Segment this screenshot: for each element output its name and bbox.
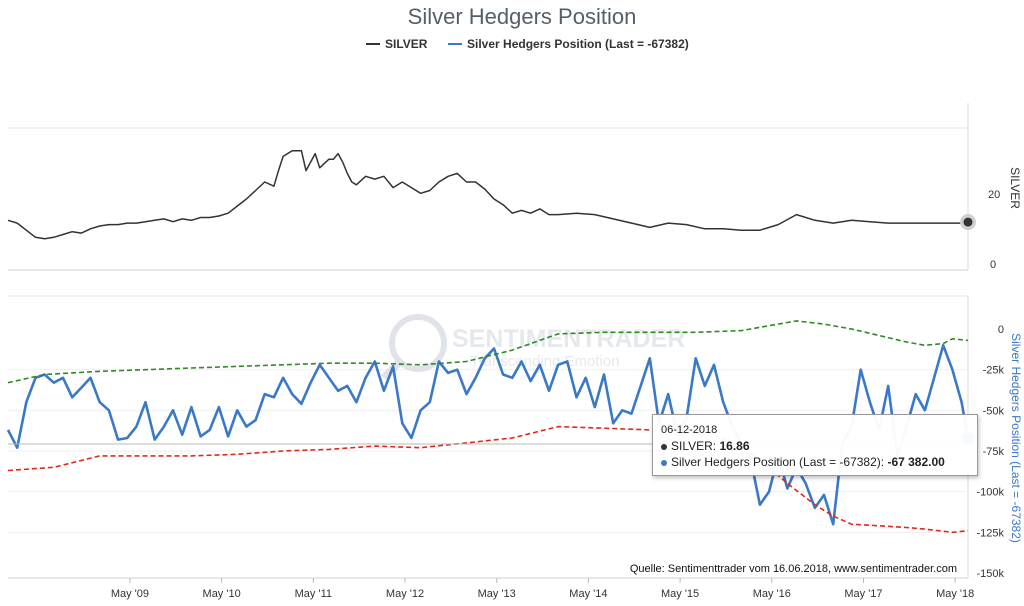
tooltip: 06-12-2018 SILVER: 16.86 Silver Hedgers …: [652, 414, 978, 476]
y-tick-bottom: -25k: [983, 365, 1005, 377]
legend-item-hedgers[interactable]: Silver Hedgers Position (Last = -67382): [448, 37, 689, 51]
watermark-tagline: Transcending Emotion: [470, 353, 620, 370]
x-tick-label: May '09: [111, 588, 149, 600]
tooltip-silver-value: 16.86: [719, 439, 750, 453]
bottom-panel-y-ticks: 0 -25k -50k -75k -100k -125k -150k: [976, 324, 1004, 580]
tooltip-hedgers-label: Silver Hedgers Position (Last = -67382):: [671, 455, 885, 469]
silver-last-point: [963, 217, 973, 227]
watermark-magnifier-icon: [389, 314, 447, 372]
y-tick-top-0: 0: [990, 259, 996, 271]
y-tick-bottom: -75k: [983, 446, 1005, 458]
y-tick-bottom: 0: [998, 324, 1004, 336]
y-tick-bottom: -100k: [976, 487, 1004, 499]
legend-item-silver[interactable]: SILVER: [366, 37, 428, 51]
tooltip-dot-silver: [661, 443, 667, 450]
tooltip-row-hedgers: Silver Hedgers Position (Last = -67382):…: [661, 454, 969, 470]
y-tick-bottom: -125k: [976, 527, 1004, 539]
watermark: SENTIMENTRADER Transcending Emotion: [381, 314, 685, 381]
tooltip-row-silver: SILVER: 16.86: [661, 438, 969, 454]
source-note: Quelle: Sentimenttrader vom 16.06.2018, …: [630, 563, 957, 575]
x-tick-label: May '16: [753, 588, 791, 600]
x-tick-label: May '14: [569, 588, 607, 600]
y-tick-bottom: -150k: [976, 568, 1004, 580]
y-tick-top-20: 20: [988, 189, 1000, 201]
top-panel-series: [7, 149, 976, 240]
series-line-silver-hedgers-position: [6, 344, 970, 526]
x-tick-label: May '11: [295, 588, 332, 600]
x-tick-label: May '10: [203, 588, 241, 600]
legend[interactable]: SILVER Silver Hedgers Position (Last = -…: [366, 37, 689, 51]
chart-title: Silver Hedgers Position: [408, 4, 637, 29]
x-tick-label: May '18: [936, 588, 974, 600]
tooltip-date: 06-12-2018: [661, 424, 718, 436]
x-tick-label: May '17: [844, 588, 882, 600]
x-tick-label: May '13: [478, 588, 516, 600]
series-line-upper-band: [7, 320, 969, 384]
x-axis-ticks: May '09 May '10 May '11 May '12 May '13 May '…: [111, 578, 974, 600]
y-axis-title-hedgers: Silver Hedgers Position (Last = -67382): [1009, 333, 1023, 543]
legend-label-hedgers: Silver Hedgers Position (Last = -67382): [467, 37, 689, 51]
tooltip-hedgers-value: -67 382.00: [887, 455, 945, 469]
x-tick-label: May '15: [661, 588, 699, 600]
series-line-lower-band: [7, 425, 969, 534]
watermark-name: SENTIMENTRADER: [452, 325, 685, 353]
tooltip-dot-hedgers: [661, 459, 667, 466]
series-line-silver: [7, 149, 969, 240]
x-tick-label: May '12: [386, 588, 424, 600]
y-tick-bottom: -50k: [983, 405, 1005, 417]
tooltip-silver-label: SILVER:: [671, 439, 717, 453]
legend-label-silver: SILVER: [385, 37, 428, 51]
y-axis-title-silver: SILVER: [1008, 167, 1022, 209]
